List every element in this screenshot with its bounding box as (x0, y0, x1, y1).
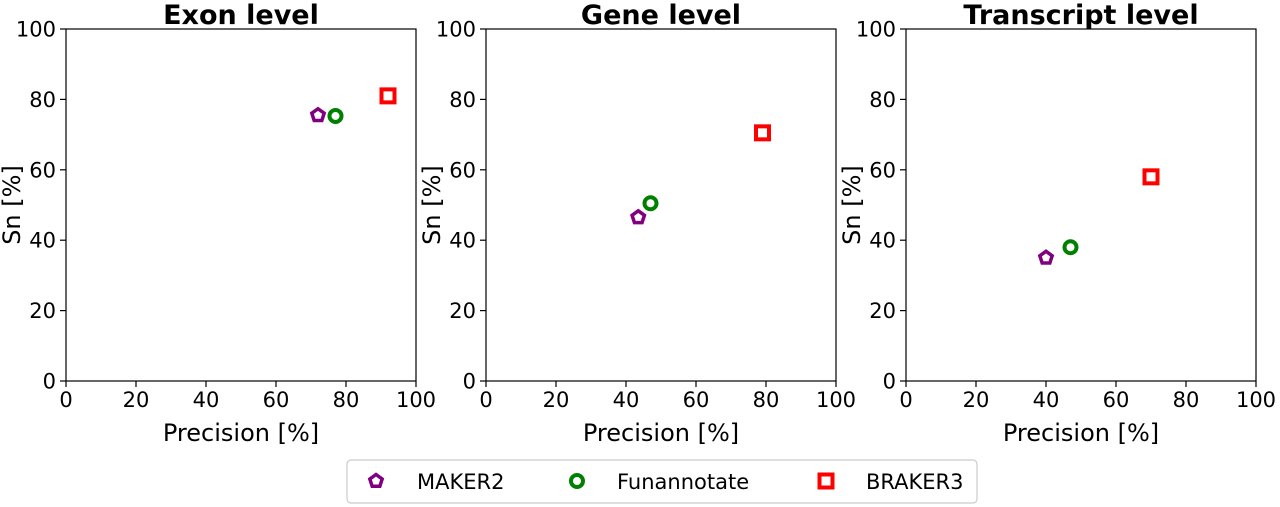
axes-frame (905, 28, 1257, 382)
axes-frame (65, 28, 417, 382)
y-tick-label: 60 (869, 158, 896, 182)
y-tick-label: 40 (29, 229, 56, 253)
x-tick-label: 100 (816, 388, 856, 412)
legend-label-braker3: BRAKER3 (866, 470, 964, 494)
x-tick-label: 40 (193, 388, 220, 412)
x-tick-label: 100 (396, 388, 436, 412)
y-tick-label: 20 (449, 299, 476, 323)
x-tick-label: 60 (1103, 388, 1130, 412)
legend-label-funannotate: Funannotate (617, 470, 749, 494)
point-funannotate (642, 195, 659, 212)
y-tick-label: 80 (869, 88, 896, 112)
y-tick-label: 0 (43, 370, 56, 394)
legend-frame (346, 459, 978, 504)
panel-title: Transcript level (963, 0, 1198, 31)
point-maker2 (309, 106, 327, 123)
x-tick-label: 20 (123, 388, 150, 412)
legend-marker-braker3 (817, 472, 835, 490)
y-tick-label: 60 (449, 158, 476, 182)
panel-exon-level: Exon level 0 20 40 60 80 100 0 20 40 60 80 100 Precis… (0, 0, 436, 447)
legend-marker-funannotate (569, 473, 585, 489)
y-tick-label: 80 (449, 88, 476, 112)
panel-transcript-level: Transcript level 0 20 40 60 80 100 0 20 40 60 80 100… (838, 0, 1276, 447)
x-tick-label: 60 (683, 388, 710, 412)
y-tick-label: 80 (29, 88, 56, 112)
x-tick-label: 80 (753, 388, 780, 412)
y-tick-label: 20 (29, 299, 56, 323)
x-axis-label: Precision [%] (583, 419, 739, 447)
y-tick-label: 0 (883, 370, 896, 394)
legend: MAKER2 Funannotate BRAKER3 (346, 459, 978, 504)
y-tick-label: 60 (29, 158, 56, 182)
legend-marker-maker2 (367, 472, 385, 489)
x-tick-label: 0 (479, 388, 492, 412)
point-funannotate (327, 107, 344, 124)
y-tick-label: 40 (869, 229, 896, 253)
legend-label-maker2: MAKER2 (417, 470, 504, 494)
x-tick-label: 80 (1173, 388, 1200, 412)
x-tick-label: 20 (543, 388, 570, 412)
x-tick-label: 0 (59, 388, 72, 412)
y-tick-label: 40 (449, 229, 476, 253)
panel-title: Gene level (581, 0, 741, 31)
panel-gene-level: Gene level 0 20 40 60 80 100 0 20 40 60 80 100 Precis… (418, 0, 856, 447)
x-tick-label: 20 (963, 388, 990, 412)
point-maker2 (1037, 249, 1055, 265)
point-maker2 (630, 208, 647, 225)
x-tick-label: 60 (263, 388, 290, 412)
point-funannotate (1062, 239, 1079, 256)
x-tick-label: 80 (333, 388, 360, 412)
y-axis-label: Sn [%] (0, 165, 26, 245)
y-axis-label: Sn [%] (418, 165, 446, 245)
x-axis-label: Precision [%] (163, 419, 319, 447)
y-tick-label: 20 (869, 299, 896, 323)
y-tick-label: 100 (16, 18, 56, 42)
chart-panels: Exon level 0 20 40 60 80 100 0 20 40 60 80 100 Precis… (0, 0, 1276, 447)
x-tick-label: 100 (1236, 388, 1276, 412)
point-braker3 (754, 124, 771, 142)
x-tick-label: 40 (1033, 388, 1060, 412)
y-tick-label: 0 (463, 370, 476, 394)
y-axis-label: Sn [%] (838, 165, 866, 245)
y-tick-label: 100 (856, 18, 896, 42)
x-tick-label: 0 (899, 388, 912, 412)
panel-title: Exon level (163, 0, 319, 31)
axes-frame (485, 28, 837, 382)
y-tick-label: 100 (436, 18, 476, 42)
point-braker3 (379, 87, 397, 105)
x-tick-label: 40 (613, 388, 640, 412)
x-axis-label: Precision [%] (1003, 419, 1159, 447)
point-braker3 (1142, 168, 1160, 186)
